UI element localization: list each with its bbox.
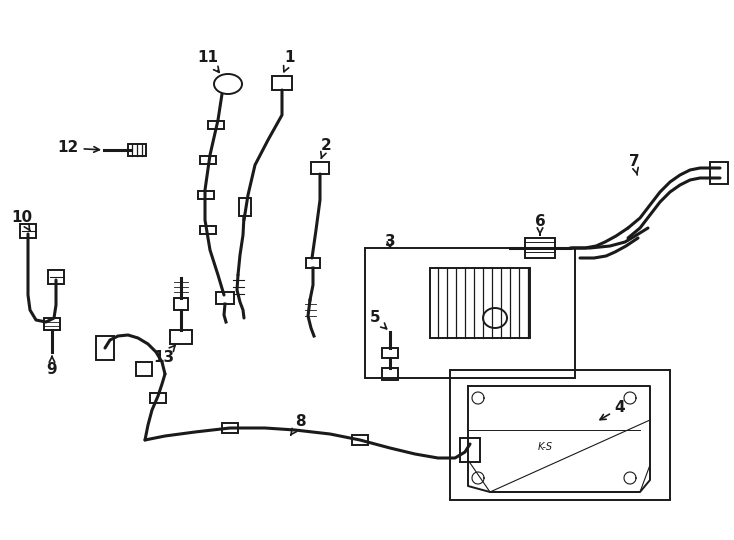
Bar bbox=[200, 226, 216, 234]
Bar bbox=[525, 238, 555, 258]
Text: 12: 12 bbox=[57, 140, 99, 156]
Bar bbox=[200, 156, 216, 164]
Bar bbox=[365, 248, 575, 378]
Bar bbox=[174, 298, 188, 310]
Bar bbox=[239, 198, 251, 216]
Text: 3: 3 bbox=[385, 234, 396, 249]
Bar bbox=[20, 224, 36, 238]
Bar bbox=[311, 162, 329, 174]
Bar bbox=[216, 292, 234, 304]
Text: K-S: K-S bbox=[537, 442, 553, 452]
Text: 9: 9 bbox=[47, 356, 57, 377]
Text: 8: 8 bbox=[291, 415, 305, 435]
Text: 4: 4 bbox=[600, 401, 625, 420]
Bar bbox=[136, 362, 152, 376]
Text: 6: 6 bbox=[534, 214, 545, 235]
Bar bbox=[170, 330, 192, 344]
Bar bbox=[128, 144, 146, 156]
Bar bbox=[460, 438, 480, 462]
Bar bbox=[96, 336, 114, 360]
Bar bbox=[208, 121, 224, 129]
Text: 1: 1 bbox=[283, 51, 295, 72]
Text: 5: 5 bbox=[370, 310, 387, 329]
Bar bbox=[382, 348, 398, 358]
Text: 11: 11 bbox=[197, 51, 219, 72]
Bar bbox=[222, 423, 238, 433]
Text: 13: 13 bbox=[153, 345, 175, 366]
Bar bbox=[48, 270, 64, 284]
Bar bbox=[430, 268, 530, 338]
Bar bbox=[306, 258, 320, 268]
Text: 10: 10 bbox=[12, 211, 32, 231]
Bar bbox=[44, 318, 60, 330]
Bar bbox=[272, 76, 292, 90]
Bar bbox=[150, 393, 166, 403]
Text: 2: 2 bbox=[321, 138, 331, 158]
Bar bbox=[450, 370, 670, 500]
Bar bbox=[710, 162, 728, 184]
Bar bbox=[352, 435, 368, 445]
Text: 7: 7 bbox=[629, 154, 639, 175]
Bar bbox=[382, 368, 398, 380]
Bar bbox=[198, 191, 214, 199]
